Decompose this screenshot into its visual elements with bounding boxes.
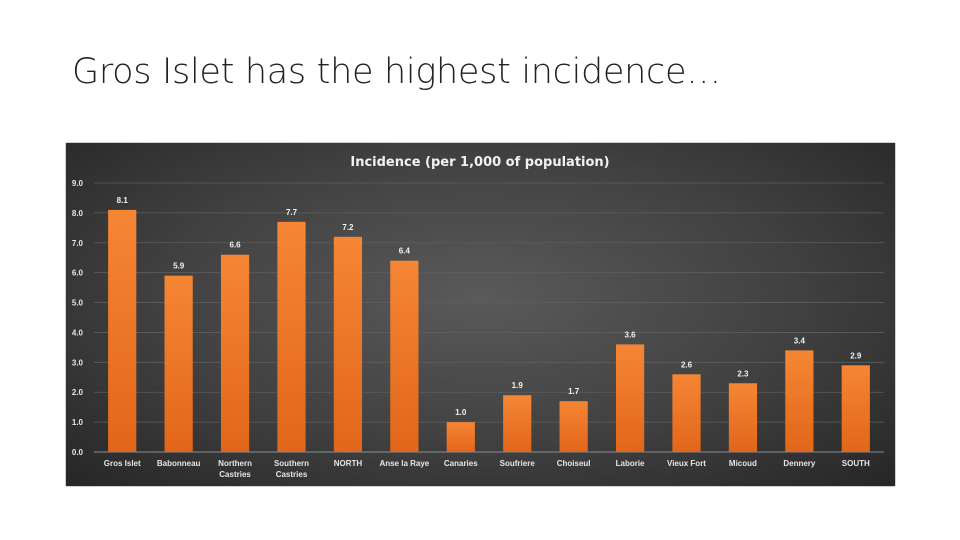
- x-tick-label: Laborie: [616, 459, 645, 468]
- data-labels: 8.1 5.9 6.6 7.7 7.2 6.4 1.0 1.9 1.7 3.6 2.6 2.3 3.4 2…: [117, 196, 862, 417]
- bar: [446, 422, 475, 452]
- data-label: 7.7: [286, 208, 298, 217]
- bar: [333, 236, 363, 452]
- data-label: 3.4: [794, 336, 806, 345]
- x-tick-label: SOUTH: [842, 459, 870, 468]
- x-tick-label: Gros Islet: [104, 459, 141, 468]
- y-tick-label: 8.0: [72, 209, 84, 218]
- data-label: 1.0: [455, 408, 467, 417]
- x-tick-label: Canaries: [444, 459, 478, 468]
- bar: [390, 260, 419, 452]
- x-tick-label: Anse la Raye: [379, 459, 429, 468]
- y-tick-label: 2.0: [72, 388, 84, 397]
- y-tick-label: 5.0: [72, 299, 84, 308]
- bar: [108, 209, 137, 452]
- bar: [503, 395, 532, 452]
- bar: [277, 221, 306, 452]
- bar: [559, 401, 588, 452]
- y-tick-label: 7.0: [72, 239, 84, 248]
- x-tick-label: Southern Castries: [274, 459, 309, 479]
- data-label: 2.3: [737, 369, 749, 378]
- data-label: 7.2: [342, 223, 354, 232]
- y-tick-label: 4.0: [72, 328, 84, 337]
- x-tick-label: Dennery: [783, 459, 816, 468]
- data-label: 6.4: [399, 247, 411, 256]
- x-tick-label: Vieux Fort: [667, 459, 706, 468]
- data-label: 8.1: [117, 196, 129, 205]
- data-label: 6.6: [230, 241, 242, 250]
- x-tick-label: Choiseul: [557, 459, 591, 468]
- y-tick-label: 1.0: [72, 418, 84, 427]
- bar-chart: Incidence (per 1,000 of population) 0.0 1…: [66, 143, 895, 486]
- slide-title: Gros Islet has the highest incidence…: [72, 52, 721, 92]
- y-tick-label: 0.0: [72, 448, 84, 457]
- data-label: 1.7: [568, 387, 580, 396]
- data-label: 5.9: [173, 262, 185, 271]
- x-axis: Gros Islet Babonneau Northern Castries South…: [104, 459, 870, 479]
- data-label: 2.9: [850, 351, 862, 360]
- bar: [728, 383, 758, 452]
- x-tick-label: Micoud: [729, 459, 757, 468]
- bar: [220, 254, 250, 452]
- bars: [108, 209, 870, 452]
- data-label: 1.9: [512, 381, 524, 390]
- chart-canvas: Incidence (per 1,000 of population) 0.0 1…: [72, 155, 884, 479]
- bar: [672, 374, 701, 452]
- bar: [164, 275, 193, 452]
- y-tick-label: 3.0: [72, 358, 84, 367]
- bar: [615, 344, 645, 452]
- y-tick-label: 6.0: [72, 269, 84, 278]
- x-tick-label: Northern Castries: [218, 459, 252, 479]
- chart-title: Incidence (per 1,000 of population): [350, 155, 609, 170]
- bar: [841, 365, 870, 452]
- x-tick-label: Babonneau: [157, 459, 201, 468]
- gridlines: [94, 182, 884, 453]
- bar: [785, 350, 814, 452]
- data-label: 2.6: [681, 360, 693, 369]
- y-axis: 0.0 1.0 2.0 3.0 4.0 5.0 6.0 7.0 8.0 9.0: [72, 179, 84, 457]
- x-tick-label: NORTH: [334, 459, 363, 468]
- x-tick-label: Soufriere: [500, 459, 536, 468]
- y-tick-label: 9.0: [72, 179, 84, 188]
- data-label: 3.6: [625, 330, 637, 339]
